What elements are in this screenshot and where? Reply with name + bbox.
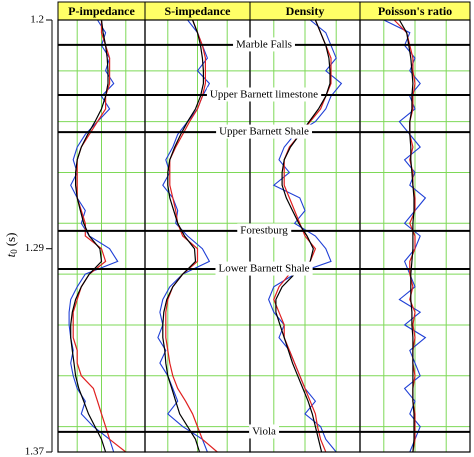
panel-title: P-impedance [68, 4, 135, 18]
panel-title: Density [286, 4, 325, 18]
log-curve [70, 19, 109, 453]
panel-frame [359, 19, 471, 453]
panel-title: S-impedance [165, 4, 232, 18]
horizon-label: Upper Barnett limestone [210, 88, 318, 100]
horizon-label-bg [249, 424, 280, 439]
log-curve [383, 19, 427, 453]
horizon-label-bg [216, 124, 313, 139]
y-label-unit: (s) [3, 233, 18, 247]
horizon-label: Forestburg [240, 224, 288, 236]
log-curve [165, 19, 218, 453]
log-curve [157, 19, 211, 453]
horizon-label-bg [206, 87, 322, 102]
horizon-label: Lower Barnett Shale [218, 263, 309, 275]
log-curve [398, 19, 415, 453]
y-tick-label: 1.29 [25, 242, 45, 254]
y-axis-label: t0 (s) [3, 233, 19, 258]
y-tick-label: 1.2 [30, 14, 44, 26]
log-curve [393, 19, 416, 453]
horizon-label-bg [233, 37, 295, 52]
horizon-label: Marble Falls [236, 38, 292, 50]
log-curve [72, 20, 127, 453]
log-curve [275, 19, 331, 453]
horizon-label-bg [237, 223, 292, 238]
y-tick-label: 1.37 [25, 446, 45, 457]
log-curve [68, 19, 119, 453]
horizon-label: Viola [252, 425, 276, 437]
panel-title: Poisson's ratio [378, 4, 452, 18]
horizon-label: Upper Barnett Shale [219, 126, 309, 138]
y-label-t: t [3, 253, 18, 257]
y-label-sub: 0 [9, 249, 19, 254]
horizon-label-bg [215, 261, 313, 276]
log-curve [162, 19, 204, 453]
